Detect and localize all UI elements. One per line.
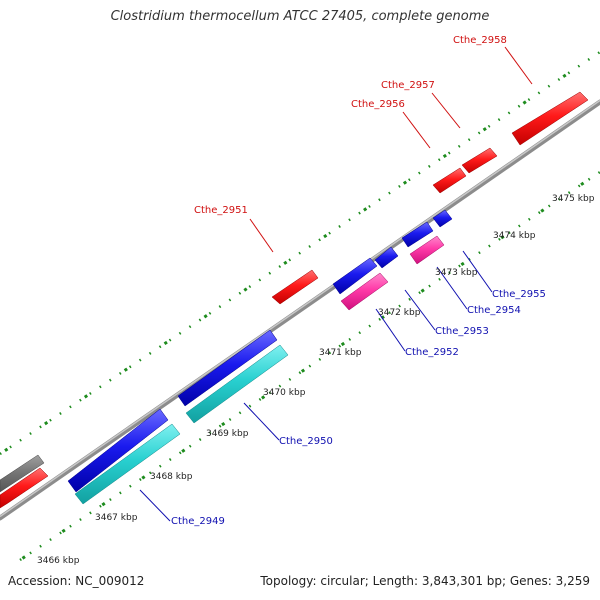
connector-cthe-2957	[431, 92, 461, 129]
ruler-label: 3468 kbp	[150, 472, 193, 482]
gene-arrow-cthe-2953	[374, 246, 399, 269]
forward-strand-genes	[0, 91, 589, 509]
ruler-label: 3469 kbp	[206, 429, 249, 439]
gene-arrow-cthe-2949	[74, 423, 181, 505]
gene-arrow-cthe-2950-upper	[177, 329, 278, 407]
gene-label-cthe-2958: Cthe_2958	[453, 35, 507, 46]
gene-label-cthe-2953: Cthe_2953	[435, 326, 489, 337]
genome-backbone-highlight	[0, 99, 600, 518]
genome-backbone	[0, 99, 600, 521]
gene-label-cthe-2951: Cthe_2951	[194, 205, 248, 216]
ruler-label: 3466 kbp	[37, 556, 80, 566]
gene-arrow-cthe-2951	[271, 269, 319, 305]
forward-gene-labels: Cthe_2951 Cthe_2956 Cthe_2957 Cthe_2958	[194, 35, 507, 216]
ruler-label: 3467 kbp	[95, 513, 138, 523]
ruler-label: 3472 kbp	[378, 308, 421, 318]
connector-cthe-2950	[243, 402, 280, 441]
gene-label-cthe-2956: Cthe_2956	[351, 99, 405, 110]
connector-cthe-2955	[462, 250, 493, 293]
gene-arrow-gray	[0, 454, 45, 493]
label-connectors	[139, 46, 533, 522]
lower-major-ticks	[19, 170, 600, 562]
gene-arrow-cthe-2954-upper	[401, 221, 434, 248]
gene-label-cthe-2952: Cthe_2952	[405, 347, 459, 358]
gene-arrow-cthe-2955	[432, 209, 453, 228]
gene-label-cthe-2957: Cthe_2957	[381, 80, 435, 91]
ruler-label: 3471 kbp	[319, 348, 362, 358]
genome-summary-text: Topology: circular; Length: 3,843,301 bp…	[260, 574, 590, 588]
reverse-strand-genes	[67, 209, 453, 505]
gene-arrow-cthe-2949-upper	[67, 408, 169, 493]
upper-tick-ruler	[0, 50, 600, 456]
gene-arrow-cthe-2957	[461, 147, 498, 174]
connector-cthe-2951	[249, 218, 274, 253]
ruler-label: 3470 kbp	[263, 388, 306, 398]
reverse-gene-labels: Cthe_2949 Cthe_2950 Cthe_2952 Cthe_2953 …	[171, 289, 546, 527]
lower-tick-ruler	[19, 170, 600, 562]
ruler-label: 3474 kbp	[493, 231, 536, 241]
gene-label-cthe-2950: Cthe_2950	[279, 436, 333, 447]
ruler-label: 3475 kbp	[552, 194, 595, 204]
gene-arrow-red-left	[0, 467, 49, 509]
connector-cthe-2958	[504, 46, 533, 85]
gene-label-cthe-2949: Cthe_2949	[171, 516, 225, 527]
gene-arrow-cthe-2956	[432, 167, 467, 194]
gene-arrow-cthe-2952-upper	[332, 257, 378, 295]
gene-arrow-cthe-2958	[511, 91, 589, 146]
connector-cthe-2949	[139, 489, 171, 522]
ruler-label: 3473 kbp	[435, 268, 478, 278]
map-title: Clostridium thermocellum ATCC 27405, com…	[110, 9, 490, 24]
connector-cthe-2953	[404, 289, 436, 331]
ruler-labels: 3466 kbp 3467 kbp 3468 kbp 3469 kbp 3470…	[37, 194, 595, 566]
gene-arrow-cthe-2950	[185, 344, 289, 424]
gene-arrow-cthe-2952	[340, 272, 389, 311]
connector-cthe-2956	[402, 111, 431, 149]
connector-cthe-2954	[436, 266, 468, 310]
gene-label-cthe-2955: Cthe_2955	[492, 289, 546, 300]
gene-arrow-cthe-2954	[409, 235, 445, 265]
accession-text: Accession: NC_009012	[8, 574, 145, 588]
connector-cthe-2952	[375, 308, 406, 352]
gene-label-cthe-2954: Cthe_2954	[467, 305, 521, 316]
